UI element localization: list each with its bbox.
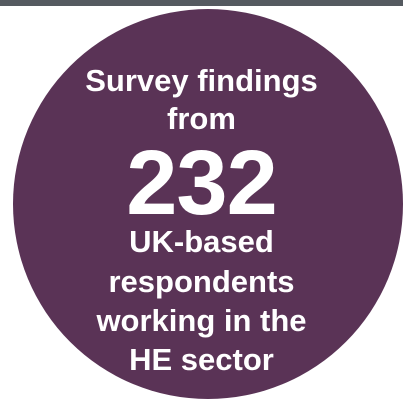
- description-line-3: working in the: [96, 303, 307, 338]
- description-line-2: respondents: [108, 264, 295, 299]
- description-line-4: HE sector: [129, 342, 274, 377]
- respondent-count: 232: [126, 132, 278, 234]
- stat-circle-badge: [13, 9, 403, 399]
- heading-line-2: from: [167, 101, 236, 136]
- description-line-1: UK-based: [129, 224, 274, 259]
- top-border-bar: [0, 0, 403, 6]
- heading-line-1: Survey findings: [85, 63, 318, 98]
